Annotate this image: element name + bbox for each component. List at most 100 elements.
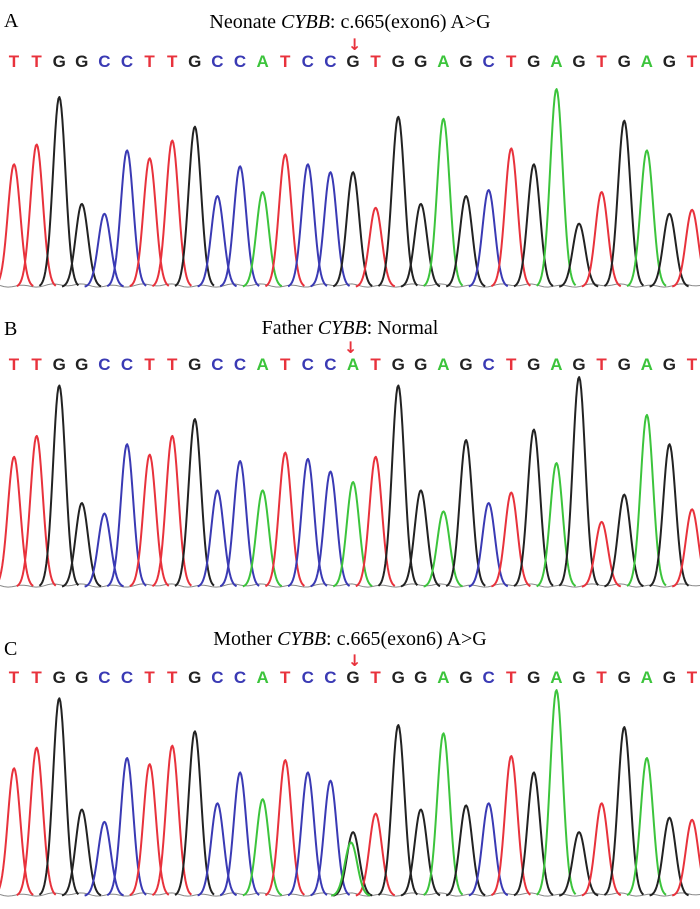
trace-peak [242, 489, 283, 588]
base-letter: T [686, 355, 698, 374]
trace-peak [197, 802, 238, 897]
base-letter: T [8, 52, 20, 71]
base-letter: C [233, 355, 247, 374]
trace-peak [219, 771, 260, 897]
base-letter: T [166, 355, 178, 374]
base-letter: T [505, 52, 517, 71]
base-letter: G [75, 355, 89, 374]
base-letter: T [505, 355, 517, 374]
trace-peak [559, 831, 599, 897]
trace-peak [0, 767, 34, 896]
base-letter: A [256, 355, 269, 374]
trace-peak [264, 759, 306, 897]
trace-peak [671, 508, 700, 588]
base-letter: T [370, 355, 381, 374]
base-letter: A [437, 668, 450, 687]
base-letter: C [233, 668, 247, 687]
base-letter: T [370, 668, 381, 687]
base-letter: C [233, 52, 247, 71]
base-letter: C [324, 52, 337, 71]
base-letter: C [324, 355, 337, 374]
mutation-arrow-icon: ↓ [348, 35, 362, 54]
base-letter: G [617, 668, 631, 687]
trace-peak [129, 157, 170, 288]
trace-peak [16, 746, 57, 896]
base-letter: T [505, 668, 517, 687]
title-prefix: Father [261, 317, 318, 339]
panel-letter: A [4, 10, 19, 32]
trace-peak [535, 88, 577, 287]
trace-peak [129, 763, 170, 897]
trace-peak [242, 191, 283, 288]
trace-peak [310, 470, 351, 588]
trace-peak [603, 726, 645, 896]
base-letter: T [686, 668, 698, 687]
mutation-arrow-icon: ↓ [348, 651, 362, 670]
trace-peak [287, 457, 328, 588]
trace-peak [151, 139, 193, 287]
trace-peak [649, 212, 689, 288]
trace-peak [513, 163, 554, 288]
base-letter: G [188, 668, 202, 687]
base-letter: G [414, 668, 428, 687]
base-letter: G [572, 668, 586, 687]
trace-peak [310, 171, 351, 288]
base-letter: A [550, 668, 563, 687]
trace-peak [151, 434, 193, 587]
trace-peak [581, 802, 622, 897]
trace-peak [468, 189, 509, 288]
base-letter: T [144, 355, 155, 374]
base-letter: G [346, 52, 360, 71]
base-letter: T [31, 668, 42, 687]
base-letter: G [346, 668, 360, 687]
chromatogram-trace [0, 689, 700, 897]
trace-peak [468, 802, 509, 897]
base-letter: G [459, 668, 473, 687]
base-letter: A [640, 52, 653, 71]
base-letter: T [31, 355, 42, 374]
gene-name: CYBB [281, 11, 330, 33]
base-letter: T [596, 52, 607, 71]
base-letter: A [640, 668, 653, 687]
base-letter: G [391, 668, 405, 687]
base-letter: G [527, 52, 541, 71]
base-letter: G [527, 355, 541, 374]
base-letter: T [8, 668, 20, 687]
base-letter: C [120, 668, 134, 687]
base-letter: C [482, 668, 495, 687]
base-letter: A [256, 52, 269, 71]
base-letter: C [211, 52, 224, 71]
base-letter: T [279, 355, 291, 374]
base-letter: G [527, 668, 541, 687]
gene-name: CYBB [317, 317, 367, 339]
trace-peak [242, 798, 283, 897]
base-letter: T [166, 668, 178, 687]
base-letter: G [662, 668, 676, 687]
base-letter: C [301, 668, 314, 687]
trace-peak [355, 455, 396, 588]
base-letter: G [662, 355, 676, 374]
trace-peak [332, 481, 373, 588]
base-letter: G [52, 52, 66, 71]
panel-title: Neonate CYBB: c.665(exon6) A>G [0, 11, 700, 34]
base-letter: G [414, 52, 428, 71]
base-letter: C [211, 668, 224, 687]
base-letter: C [120, 355, 134, 374]
trace-peak [536, 462, 577, 588]
base-letter: T [8, 355, 20, 374]
trace-peak [400, 202, 441, 288]
base-letter: G [662, 52, 676, 71]
trace-peak [649, 816, 689, 897]
trace-peak [603, 119, 645, 287]
trace-peak [129, 453, 170, 588]
trace-peak [490, 147, 531, 288]
base-letter: A [550, 355, 563, 374]
title-prefix: Mother [213, 628, 278, 650]
trace-peak [0, 163, 34, 287]
base-letter: T [144, 668, 155, 687]
trace-peak [197, 195, 237, 288]
trace-peak [106, 149, 147, 288]
